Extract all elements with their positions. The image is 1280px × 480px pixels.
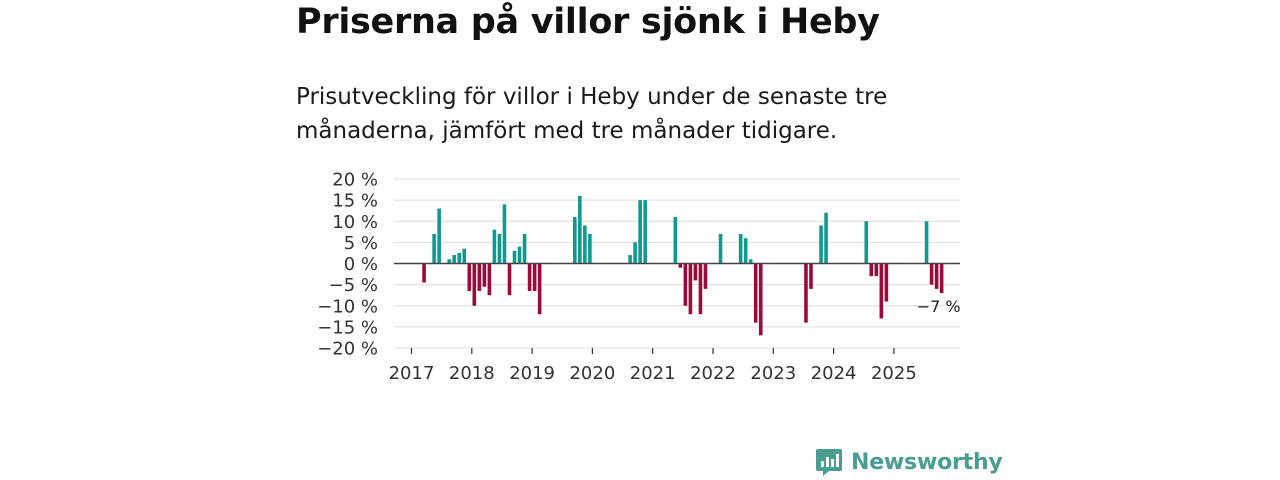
y-tick-label: 20 % — [332, 170, 378, 191]
bar-positive — [638, 200, 642, 264]
bar-positive — [512, 250, 517, 264]
bar-negative — [698, 263, 703, 315]
bar-positive — [517, 246, 522, 264]
bar-negative — [477, 263, 482, 291]
bar-negative — [467, 263, 472, 291]
x-tick-label: 2018 — [449, 363, 495, 384]
x-tick-label: 2025 — [871, 363, 917, 384]
page-subtitle: Prisutveckling för villor i Heby under d… — [296, 84, 888, 144]
bar-positive — [457, 252, 462, 264]
bar-positive — [522, 233, 527, 264]
bar-positive — [748, 259, 753, 264]
bar-negative — [884, 263, 889, 302]
bar-negative — [683, 263, 688, 306]
bar-negative — [753, 263, 758, 323]
x-tick-label: 2021 — [630, 363, 676, 384]
bar-positive — [743, 238, 748, 264]
bar-positive — [924, 221, 929, 264]
bar-positive — [718, 233, 723, 264]
bar-positive — [588, 233, 592, 264]
bar-negative — [758, 263, 763, 336]
bar-negative — [472, 263, 477, 306]
bar-negative — [688, 263, 693, 315]
y-tick-label: 5 % — [344, 233, 378, 254]
bar-positive — [492, 229, 497, 264]
y-tick-label: 10 % — [332, 212, 378, 233]
bar-positive — [583, 225, 587, 264]
bar-negative — [929, 263, 934, 285]
price-change-chart: 20 %15 %10 %5 %0 %−5 %−10 %−15 %−20 % 20… — [317, 170, 961, 385]
bar-positive — [738, 233, 743, 264]
bar-negative — [939, 263, 944, 294]
y-tick-label: −20 % — [317, 339, 378, 360]
bar-negative — [869, 263, 874, 277]
bar-positive — [437, 208, 441, 264]
bar-negative — [879, 263, 884, 319]
bar-negative — [527, 263, 532, 291]
x-tick-label: 2020 — [569, 363, 615, 384]
newsworthy-logo: Newsworthy — [815, 446, 1003, 478]
bar-positive — [573, 217, 577, 264]
y-tick-labels: 20 %15 %10 %5 %0 %−5 %−10 %−15 %−20 % — [317, 170, 378, 360]
bar-negative — [809, 263, 813, 289]
y-tick-label: −5 % — [329, 275, 378, 296]
bar-negative — [678, 263, 683, 268]
bar-negative — [507, 263, 512, 296]
y-tick-label: −15 % — [317, 317, 378, 338]
bar-positive — [824, 212, 828, 264]
bar-positive — [432, 233, 436, 264]
bar-positive — [578, 195, 582, 264]
bar-positive — [462, 248, 467, 264]
bar-negative — [532, 263, 537, 291]
bar-positive — [502, 204, 507, 264]
bar-negative — [804, 263, 808, 323]
bar-positive — [633, 242, 637, 264]
x-tick-label: 2023 — [750, 363, 796, 384]
x-ticks: 2017 2018 2019 2020 2021 2022 2023 2024 2025 — [389, 348, 917, 384]
bar-positive — [628, 255, 632, 264]
bar-negative — [422, 263, 426, 283]
bar-positive — [673, 217, 678, 264]
bar-negative — [482, 263, 487, 287]
bar-negative — [874, 263, 879, 277]
x-tick-label: 2017 — [389, 363, 435, 384]
bar-positive — [643, 200, 647, 264]
page-title: Priserna på villor sjönk i Heby — [296, 2, 880, 42]
bar-negative — [703, 263, 708, 289]
x-tick-label: 2022 — [690, 363, 736, 384]
bar-positive — [452, 255, 457, 264]
bar-negative — [934, 263, 939, 289]
x-tick-label: 2024 — [811, 363, 857, 384]
y-tick-label: −10 % — [317, 296, 378, 317]
brand-name: Newsworthy — [851, 449, 1003, 475]
end-value-label: −7 % — [917, 297, 961, 316]
x-tick-label: 2019 — [509, 363, 555, 384]
bars — [422, 195, 944, 336]
bar-negative — [487, 263, 492, 296]
bar-positive — [819, 225, 823, 264]
newsworthy-logo-icon — [816, 449, 842, 476]
bar-positive — [864, 221, 869, 264]
bar-positive — [447, 259, 451, 264]
y-tick-label: 15 % — [332, 191, 378, 212]
bar-negative — [537, 263, 542, 315]
bar-negative — [693, 263, 698, 281]
y-tick-label: 0 % — [344, 254, 378, 275]
bar-positive — [497, 233, 502, 264]
